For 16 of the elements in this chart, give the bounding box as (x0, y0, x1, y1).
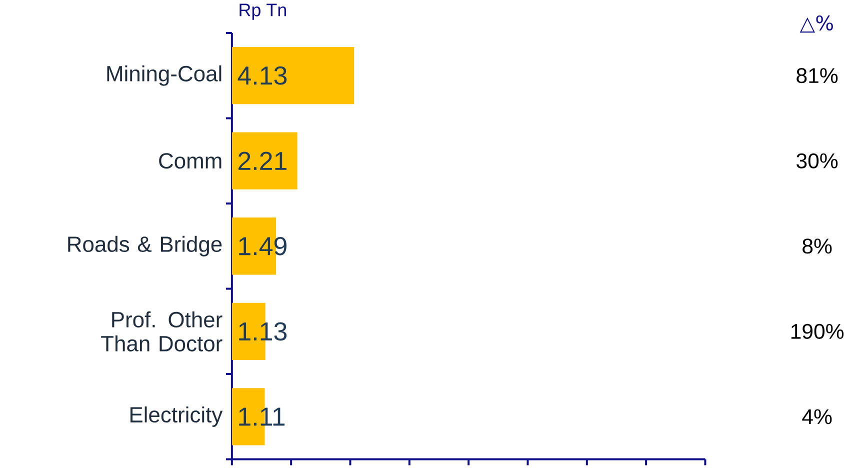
text: 190% (791, 324, 844, 339)
text: 30% (796, 153, 838, 168)
y-tick-label: Roads & Bridge (68, 236, 222, 256)
y-tick-label: Electricity (130, 406, 223, 427)
text: △% (800, 15, 833, 32)
data-label: 2.21 (238, 152, 286, 170)
y-tick-label: Mining-Coal (107, 65, 222, 86)
bar (232, 132, 298, 190)
data-label: 4.13 (238, 66, 287, 85)
y-tick-label: Comm (159, 152, 222, 168)
text: 8% (802, 238, 832, 254)
text: 4% (802, 408, 832, 424)
y-tick-label: Prof. Other Than Doctor (101, 311, 222, 352)
text: 81% (796, 68, 838, 83)
x-axis-title: Rp Tn (240, 4, 286, 20)
bar (232, 46, 354, 104)
